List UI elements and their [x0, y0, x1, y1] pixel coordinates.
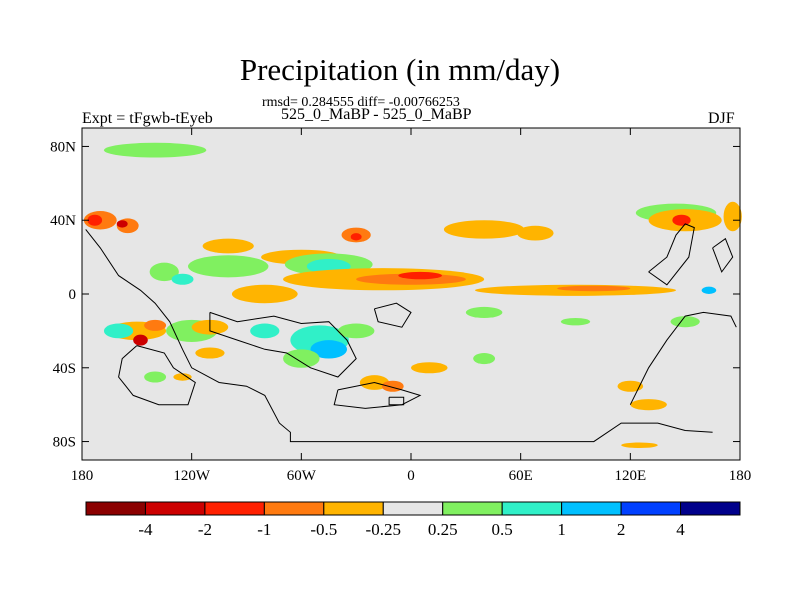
precip-anomaly-patch: [723, 201, 742, 232]
colorbar-box: [501, 501, 563, 516]
precip-anomaly-patch: [144, 319, 167, 331]
coastline: [333, 381, 422, 409]
chart-title: Precipitation (in mm/day): [239, 52, 561, 87]
precip-anomaly-patch: [670, 316, 700, 328]
precip-anomaly-patch: [557, 285, 631, 292]
precip-anomaly-patch: [560, 317, 591, 326]
precip-anomaly-patch: [350, 233, 362, 241]
colorbar-box: [620, 501, 682, 516]
season-label: DJF: [708, 110, 735, 127]
colorbar-box: [442, 501, 503, 516]
coastline: [118, 345, 196, 406]
coastline: [373, 302, 412, 328]
x-tick-label: 0: [407, 468, 415, 484]
precip-anomaly-patch: [672, 214, 691, 226]
precip-anomaly-patch: [443, 220, 525, 239]
colorbar-box: [561, 501, 622, 516]
plot-area: [81, 127, 742, 461]
precip-anomaly-patch: [381, 380, 404, 392]
precip-anomaly-patch: [630, 399, 667, 411]
precip-anomaly-patch: [173, 373, 192, 381]
precip-anomaly-patch: [231, 284, 298, 304]
precip-anomaly-patch: [116, 220, 128, 228]
precip-anomaly-patch: [621, 442, 658, 449]
precip-anomaly-patch: [701, 286, 717, 294]
precip-anomaly-patch: [465, 306, 503, 318]
colorbar-legend: -4 -2 -1 -0.5 -0.25 0.25 0.5 1 2 4: [85, 501, 741, 539]
precip-anomaly-patch: [87, 214, 103, 226]
precip-anomaly-patch: [250, 323, 280, 339]
x-tick-label: 60W: [287, 468, 317, 484]
precip-anomaly-patch: [473, 353, 496, 365]
y-tick-label: 40N: [50, 213, 76, 229]
precip-anomaly-patch: [171, 273, 194, 285]
precip-anomaly-patch: [103, 142, 207, 158]
coastline: [629, 311, 737, 405]
colorbar-box: [680, 501, 741, 516]
precip-anomaly-patch: [202, 238, 254, 254]
colorbar-box: [85, 501, 146, 516]
coastline: [712, 237, 734, 273]
precip-anomaly-patch: [188, 255, 269, 278]
coastline: [648, 223, 695, 286]
y-tick-label: 40S: [53, 361, 76, 377]
experiment-label: Expt = tFgwb-tEyeb: [82, 110, 213, 127]
stats-line: rmsd= 0.284555 diff= -0.00766253: [262, 95, 460, 110]
precip-anomaly-patch: [283, 349, 320, 368]
colorbar-label: -1: [257, 520, 271, 539]
colorbar-label: 1: [557, 520, 566, 539]
y-tick-label: 80N: [50, 139, 76, 155]
y-axis: 80N 40N 0 40S 80S: [50, 139, 740, 451]
x-tick-label: 120E: [614, 468, 646, 484]
coastline: [388, 396, 405, 406]
x-axis: 180 120W 60W 0 60E 120E 180: [71, 128, 752, 484]
precip-anomaly-patch: [411, 362, 448, 374]
x-tick-label: 180: [71, 468, 94, 484]
coastline: [85, 229, 713, 443]
x-tick-label: 120W: [173, 468, 211, 484]
colorbar-label: 2: [617, 520, 626, 539]
colorbar-label: 0.25: [428, 520, 458, 539]
x-tick-label: 180: [729, 468, 752, 484]
precip-anomaly-patch: [337, 323, 375, 339]
y-tick-label: 80S: [53, 435, 76, 451]
colorbar-label: -0.5: [310, 520, 337, 539]
precip-anomaly-patch: [144, 371, 167, 383]
colorbar-box: [144, 501, 206, 516]
chart-subtitle: 525_0_MaBP - 525_0_MaBP: [281, 106, 472, 123]
colorbar-label: 4: [676, 520, 685, 539]
x-tick-label: 60E: [509, 468, 533, 484]
y-tick-label: 0: [69, 287, 77, 303]
precip-anomaly-patch: [310, 340, 348, 359]
colorbar-box: [263, 501, 325, 516]
precip-anomaly-patch: [103, 323, 134, 339]
precip-anomaly-patch: [517, 225, 554, 241]
colorbar-label: -0.25: [366, 520, 401, 539]
colorbar-label: -4: [138, 520, 153, 539]
colorbar-box: [204, 501, 265, 516]
precip-anomaly-patch: [195, 347, 225, 359]
coastline: [209, 311, 357, 378]
colorbar-label: 0.5: [492, 520, 513, 539]
precip-anomaly-patch: [133, 334, 148, 346]
precip-anomaly-patch: [149, 262, 179, 282]
colorbar-label: -2: [198, 520, 212, 539]
precip-anomaly-patch: [398, 271, 443, 280]
precip-anomaly-patch: [617, 380, 644, 392]
colorbar-box: [382, 501, 444, 516]
colorbar-box: [323, 501, 384, 516]
